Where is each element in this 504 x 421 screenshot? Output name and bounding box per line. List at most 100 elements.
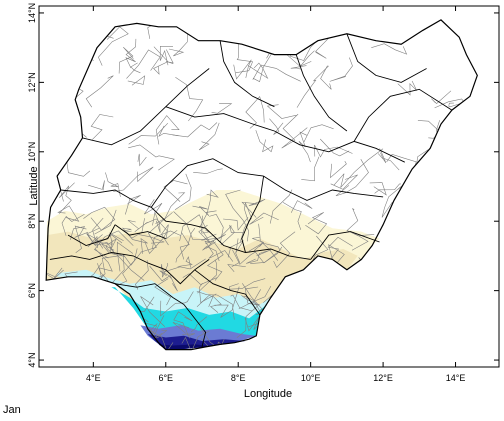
- zone-tan: [46, 231, 358, 350]
- y-tick-label: 14°N: [27, 3, 37, 23]
- lga-line: [455, 207, 475, 224]
- lga-line: [371, 43, 408, 55]
- lga-line: [126, 49, 161, 79]
- x-axis: 4°E 6°E 8°E 10°E 12°E 14°E: [86, 6, 465, 383]
- lga-line: [252, 237, 264, 247]
- lga-line: [209, 295, 222, 313]
- lga-line: [46, 86, 71, 107]
- lga-line: [125, 38, 137, 69]
- lga-line: [158, 125, 180, 137]
- lga-line: [72, 323, 94, 342]
- lga-line: [198, 224, 212, 245]
- lga-line: [107, 325, 132, 345]
- lga-line: [429, 200, 456, 228]
- lga-line: [234, 19, 274, 35]
- lga-line: [143, 349, 180, 350]
- lga-line: [414, 353, 437, 377]
- lga-line: [282, 202, 302, 230]
- lga-line: [233, 19, 252, 28]
- lga-line: [264, 335, 285, 350]
- state-border: [346, 33, 427, 83]
- nigeria-outline: [45, 19, 478, 351]
- lga-line: [255, 130, 274, 153]
- state-border: [353, 88, 453, 142]
- lga-line: [435, 337, 458, 350]
- lga-line: [448, 154, 478, 171]
- lga-line: [198, 283, 217, 303]
- lga-line: [230, 294, 253, 312]
- x-tick-label: 8°E: [231, 373, 246, 383]
- lga-line: [196, 294, 214, 308]
- lga-line: [279, 306, 293, 322]
- x-tick-label: 4°E: [86, 373, 101, 383]
- lga-line: [470, 340, 478, 350]
- lga-line: [439, 218, 461, 228]
- lga-line: [287, 276, 309, 306]
- state-border: [194, 269, 261, 316]
- lga-line: [258, 223, 279, 261]
- lga-line: [173, 211, 217, 240]
- lga-line: [193, 168, 223, 174]
- y-tick-label: 12°N: [27, 72, 37, 92]
- y-tick-label: 4°N: [27, 353, 37, 368]
- lga-line: [238, 285, 272, 310]
- lga-line: [476, 21, 478, 29]
- lga-line: [453, 105, 476, 124]
- plot-area: [45, 19, 478, 377]
- lga-line: [94, 209, 117, 235]
- lga-line: [450, 353, 469, 373]
- lga-line: [466, 193, 478, 219]
- state-border: [295, 54, 348, 132]
- lga-line: [333, 148, 384, 188]
- lga-line: [205, 225, 232, 244]
- lga-line: [439, 252, 459, 269]
- lga-line: [244, 315, 260, 332]
- lga-line: [98, 26, 129, 66]
- lga-line: [160, 262, 169, 278]
- lga-line: [181, 330, 210, 350]
- state-boundaries: [49, 33, 453, 348]
- lga-line: [236, 289, 261, 338]
- lga-line: [118, 46, 134, 74]
- state-border: [150, 158, 264, 208]
- lga-line: [179, 232, 190, 260]
- lga-line: [460, 247, 478, 267]
- lga-line: [446, 321, 455, 342]
- state-border: [115, 283, 185, 305]
- lga-line: [266, 104, 297, 119]
- lga-line: [46, 146, 63, 172]
- lga-line: [53, 282, 63, 291]
- y-axis: 4°N 6°N 8°N 10°N 12°N 14°N: [27, 3, 499, 368]
- lga-line: [85, 75, 114, 108]
- lga-line: [445, 158, 478, 175]
- lga-line: [269, 118, 284, 135]
- lga-line: [459, 257, 473, 289]
- x-tick-label: 6°E: [158, 373, 173, 383]
- lga-line: [134, 260, 149, 290]
- lga-line: [448, 102, 464, 108]
- lga-line: [416, 149, 435, 169]
- lga-line: [201, 215, 210, 234]
- lga-line: [90, 114, 114, 140]
- lga-line: [125, 195, 141, 215]
- lga-line: [335, 159, 369, 197]
- lga-line: [72, 285, 102, 302]
- country-outline: [45, 19, 478, 351]
- lga-line: [468, 199, 478, 214]
- lga-line: [61, 214, 85, 236]
- lga-line: [127, 75, 146, 86]
- lga-line: [88, 180, 105, 191]
- lga-line: [214, 286, 240, 318]
- lga-line: [334, 315, 355, 328]
- month-label: Jan: [3, 404, 21, 416]
- lga-line: [192, 205, 217, 217]
- lga-line: [174, 173, 192, 211]
- lga-line: [329, 57, 353, 82]
- lga-line: [249, 212, 279, 225]
- lga-line: [469, 290, 478, 316]
- lga-line: [149, 265, 178, 292]
- lga-line: [421, 174, 452, 215]
- lga-line: [72, 340, 123, 350]
- x-tick-label: 14°E: [446, 373, 466, 383]
